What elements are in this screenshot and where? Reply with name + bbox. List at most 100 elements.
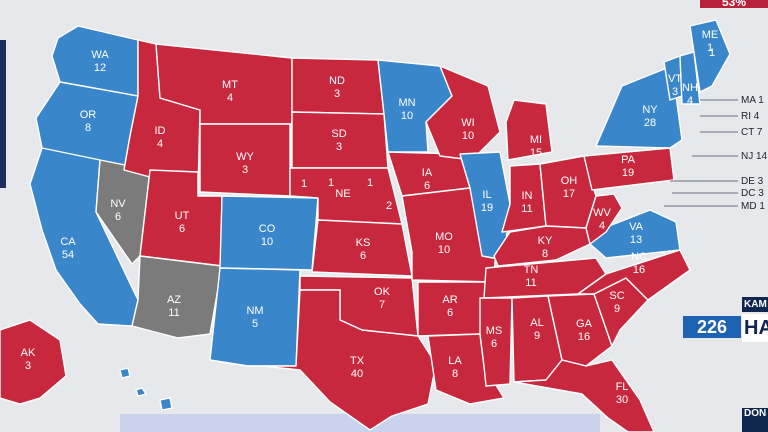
state-votes-oh: 17: [563, 188, 575, 200]
state-votes-id: 4: [157, 138, 163, 150]
state-votes-nm: 5: [252, 318, 258, 330]
left-panel-edge: [0, 40, 6, 188]
callout-label: NJ 14: [741, 151, 768, 162]
state-abbr-co: CO: [259, 223, 276, 235]
state-votes-co: 10: [261, 236, 273, 248]
callout-label: DC 3: [741, 188, 764, 199]
state-abbr-ar: AR: [442, 294, 457, 306]
state-abbr-mi: MI: [530, 134, 542, 146]
district-label-ne-2: 2: [386, 200, 392, 212]
callout-label: RI 4: [741, 111, 760, 122]
state-votes-nh: 4: [687, 95, 693, 107]
state-votes-sc: 9: [614, 303, 620, 315]
state-votes-wv: 4: [599, 220, 605, 232]
district-label-ne-1: 1: [301, 178, 307, 190]
labels-layer: WA12OR8CA54NV6ID4MT4WY3UT6AZ11CO10NM5ND3…: [21, 29, 719, 406]
state-votes-ca: 54: [62, 249, 74, 261]
state-wi: [425, 65, 501, 161]
state-votes-ny: 28: [644, 117, 656, 129]
state-abbr-nd: ND: [329, 75, 345, 87]
state-votes-wi: 10: [462, 130, 474, 142]
state-votes-nd: 3: [334, 88, 340, 100]
state-votes-ga: 16: [578, 331, 590, 343]
state-abbr-ms: MS: [486, 325, 503, 337]
state-votes-pa: 19: [622, 167, 634, 179]
rep-candidate-tag: DON: [742, 408, 768, 432]
state-abbr-ks: KS: [356, 237, 371, 249]
dem-candidate-name: HA: [742, 314, 768, 342]
state-abbr-id: ID: [155, 125, 166, 137]
state-votes-fl: 30: [616, 394, 628, 406]
state-abbr-nv: NV: [110, 198, 126, 210]
state-votes-wy: 3: [242, 164, 248, 176]
state-abbr-or: OR: [80, 109, 97, 121]
state-abbr-ak: AK: [21, 347, 36, 359]
state-tx: [247, 289, 437, 431]
state-votes-il: 19: [481, 202, 493, 214]
state-abbr-al: AL: [530, 317, 543, 329]
state-abbr-vt: VT: [668, 73, 682, 85]
state-nc: [577, 249, 691, 301]
district-label-me-2: 1: [709, 47, 715, 59]
state-abbr-tx: TX: [350, 355, 365, 367]
state-abbr-ut: UT: [175, 210, 190, 222]
state-abbr-pa: PA: [621, 154, 636, 166]
dem-candidate-tag: KAM: [742, 297, 768, 312]
state-abbr-wa: WA: [91, 49, 109, 61]
state-abbr-nc: NC: [631, 251, 647, 263]
state-abbr-wv: WV: [593, 207, 611, 219]
state-votes-ia: 6: [424, 180, 430, 192]
state-pa: [583, 147, 675, 191]
state-abbr-mt: MT: [222, 79, 238, 91]
district-label-ne-dem: 1: [328, 177, 334, 189]
state-abbr-me: ME: [702, 29, 719, 41]
state-votes-ar: 6: [447, 307, 453, 319]
state-votes-sd: 3: [336, 141, 342, 153]
state-votes-in: 11: [521, 203, 532, 215]
state-votes-wa: 12: [94, 62, 106, 74]
state-votes-nv: 6: [115, 211, 121, 223]
state-abbr-sc: SC: [609, 290, 624, 302]
state-abbr-ok: OK: [374, 286, 391, 298]
state-nm: [209, 267, 301, 367]
callout-label: CT 7: [741, 127, 763, 138]
callout-layer: MA 1 RI 4 CT 7 NJ 14 DE 3DC 3 MD 1: [664, 95, 768, 212]
state-votes-az: 11: [168, 307, 179, 319]
dem-electoral-total: 226: [683, 316, 741, 338]
state-votes-tn: 11: [525, 277, 536, 289]
state-abbr-sd: SD: [331, 128, 346, 140]
state-abbr-ky: KY: [538, 235, 553, 247]
state-votes-la: 8: [452, 368, 458, 380]
state-nh: [679, 51, 701, 105]
state-votes-tx: 40: [351, 368, 363, 380]
state-abbr-wy: WY: [236, 151, 254, 163]
state-abbr-mo: MO: [435, 231, 453, 243]
state-abbr-az: AZ: [167, 294, 181, 306]
state-votes-or: 8: [85, 122, 91, 134]
state-abbr-ca: CA: [60, 236, 76, 248]
state-mi: [505, 99, 553, 161]
state-abbr-va: VA: [629, 221, 644, 233]
state-votes-ak: 3: [25, 360, 31, 372]
state-votes-va: 13: [630, 234, 642, 246]
state-ny: [595, 65, 683, 149]
state-abbr-la: LA: [448, 355, 462, 367]
state-votes-al: 9: [534, 330, 540, 342]
state-abbr-nh: NH: [682, 82, 698, 94]
state-votes-mo: 10: [438, 244, 450, 256]
state-wv: [585, 193, 623, 245]
state-abbr-ny: NY: [642, 104, 658, 116]
callout-label: MD 1: [741, 201, 765, 212]
state-votes-vt: 3: [672, 86, 678, 98]
callout-label: DE 3: [741, 176, 764, 187]
state-votes-ms: 6: [491, 338, 497, 350]
state-fl: [513, 359, 655, 432]
state-votes-mn: 10: [401, 110, 413, 122]
state-abbr-oh: OH: [561, 175, 578, 187]
state-votes-mi: 15: [530, 147, 542, 159]
top-percentage-badge: 53%: [700, 0, 768, 8]
state-abbr-in: IN: [522, 190, 533, 202]
state-abbr-ne: NE: [335, 188, 350, 200]
state-hi: [119, 367, 173, 411]
state-votes-ut: 6: [179, 223, 185, 235]
